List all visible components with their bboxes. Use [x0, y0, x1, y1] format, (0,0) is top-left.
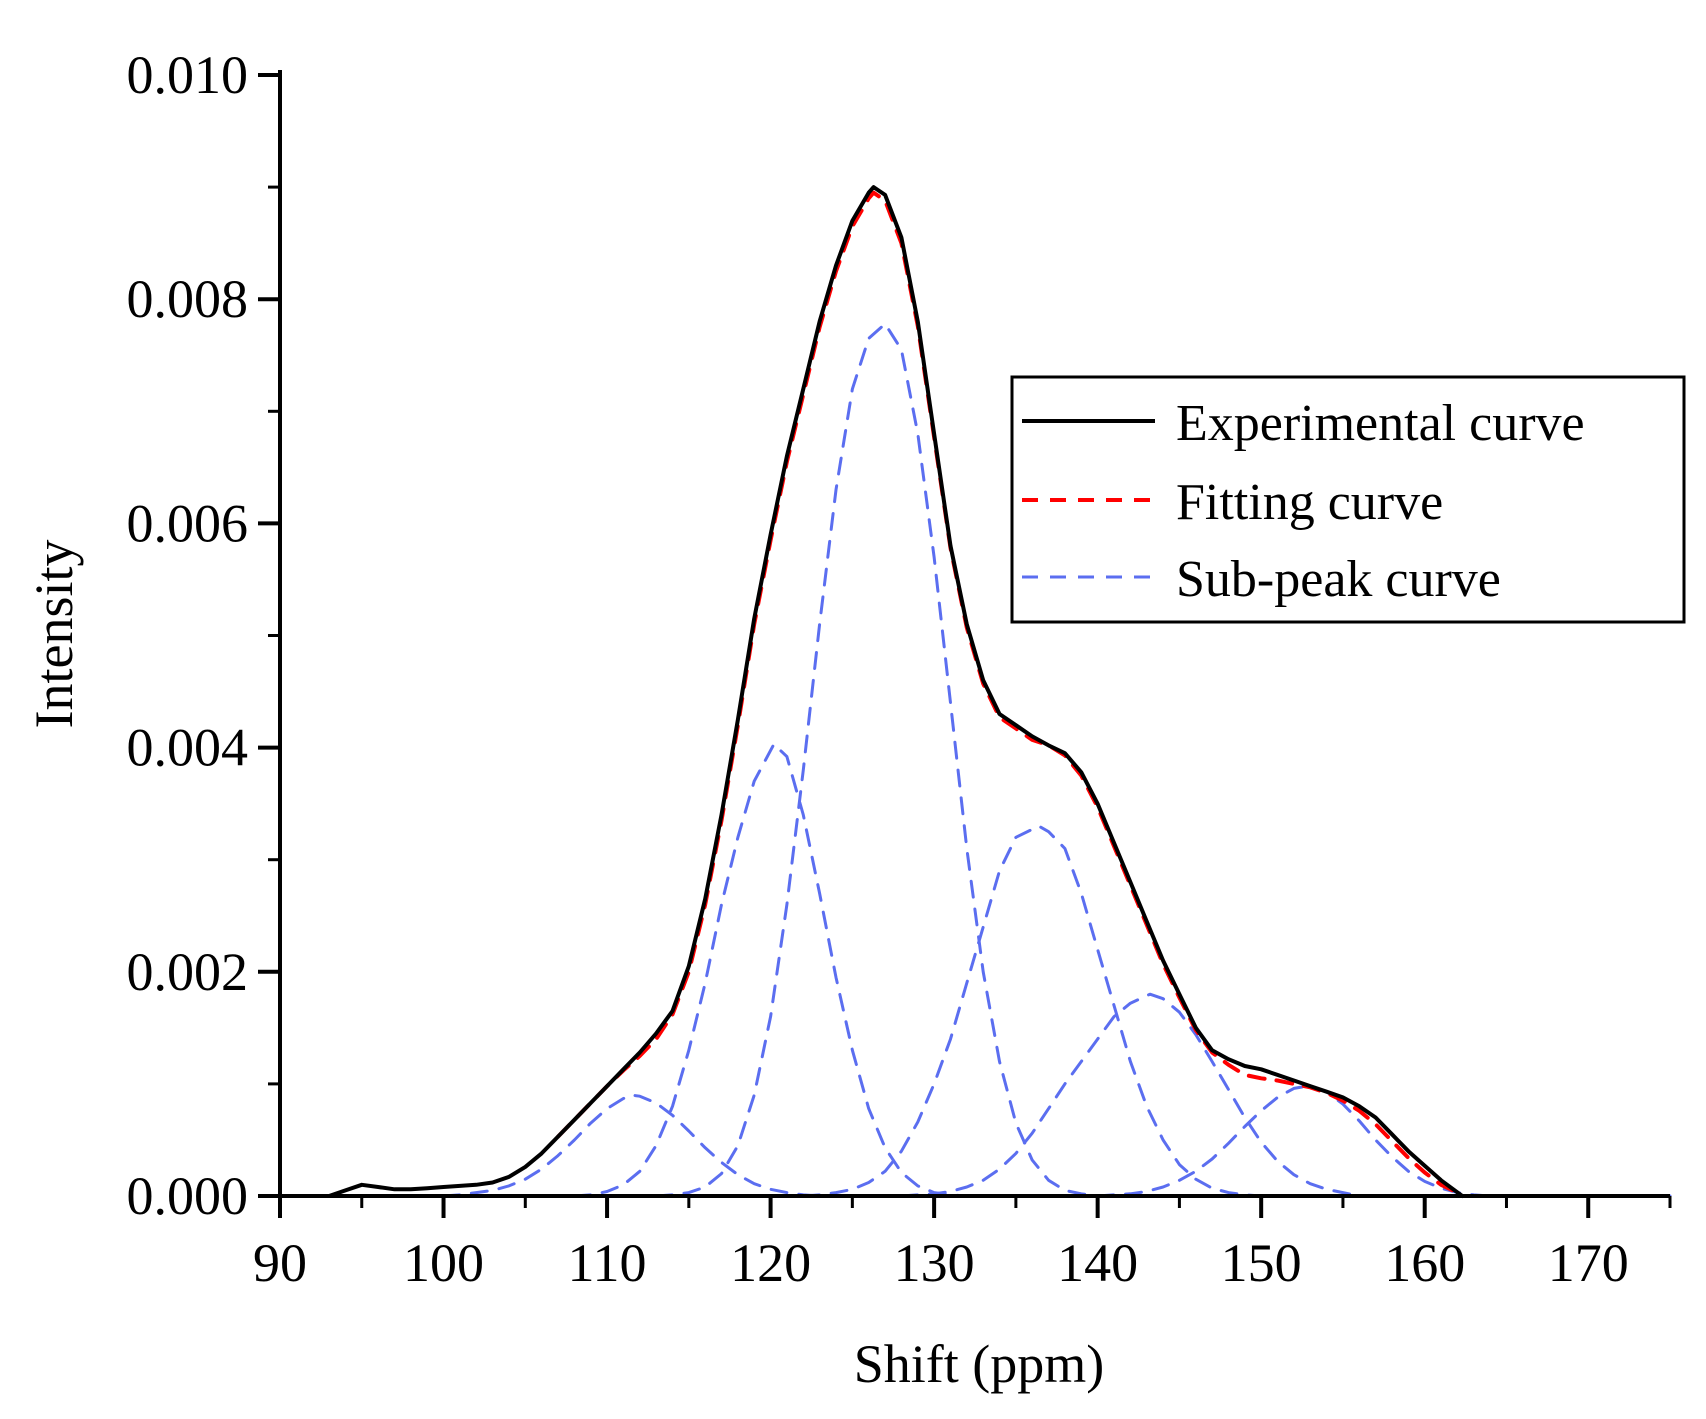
series-sub-peak-5-143-2-ppm [899, 992, 1361, 1198]
series-layer [278, 185, 1672, 1198]
series-experimental-curve [327, 185, 1465, 1198]
x-tick-label: 130 [894, 1233, 975, 1293]
y-tick-label: 0.000 [127, 1166, 249, 1226]
y-tick-label: 0.006 [127, 493, 249, 553]
x-tick-label: 120 [730, 1233, 811, 1293]
x-tick-label: 150 [1221, 1233, 1302, 1293]
axes-layer: 90 100 110 120 130 140 150 160 170 0.000 0.002 0.00… [127, 45, 1672, 1293]
legend-label-experimental: Experimental curve [1176, 395, 1585, 452]
legend-label-subpeak: Sub-peak curve [1176, 551, 1501, 608]
legend-label-fitting: Fitting curve [1176, 474, 1443, 531]
legend-box [1010, 375, 1686, 624]
x-tick-label: 90 [253, 1233, 307, 1293]
y-tick-label: 0.010 [127, 45, 249, 105]
y-tick-label: 0.002 [127, 942, 249, 1002]
x-axis-title: Shift (ppm) [854, 1334, 1105, 1394]
y-tick-label: 0.004 [127, 718, 249, 778]
x-tick-label: 140 [1057, 1233, 1138, 1293]
x-tick-label: 100 [403, 1233, 484, 1293]
x-tick-label: 160 [1384, 1233, 1465, 1293]
series-sub-peak-2-120-2-ppm [572, 742, 985, 1198]
series-sub-peak-4-136-4-ppm [801, 824, 1263, 1198]
y-tick-label: 0.008 [127, 269, 249, 329]
series-fitting-curve [556, 190, 1460, 1195]
series-sub-peak-6-152-8-ppm [1096, 1084, 1508, 1198]
legend: Experimental curve Fitting curve Sub-pea… [1010, 375, 1686, 624]
y-axis-title: Intensity [24, 540, 84, 729]
x-tick-label: 170 [1548, 1233, 1629, 1293]
x-tick-label: 110 [568, 1233, 647, 1293]
series-sub-peak-1-111-5-ppm [442, 1093, 854, 1198]
